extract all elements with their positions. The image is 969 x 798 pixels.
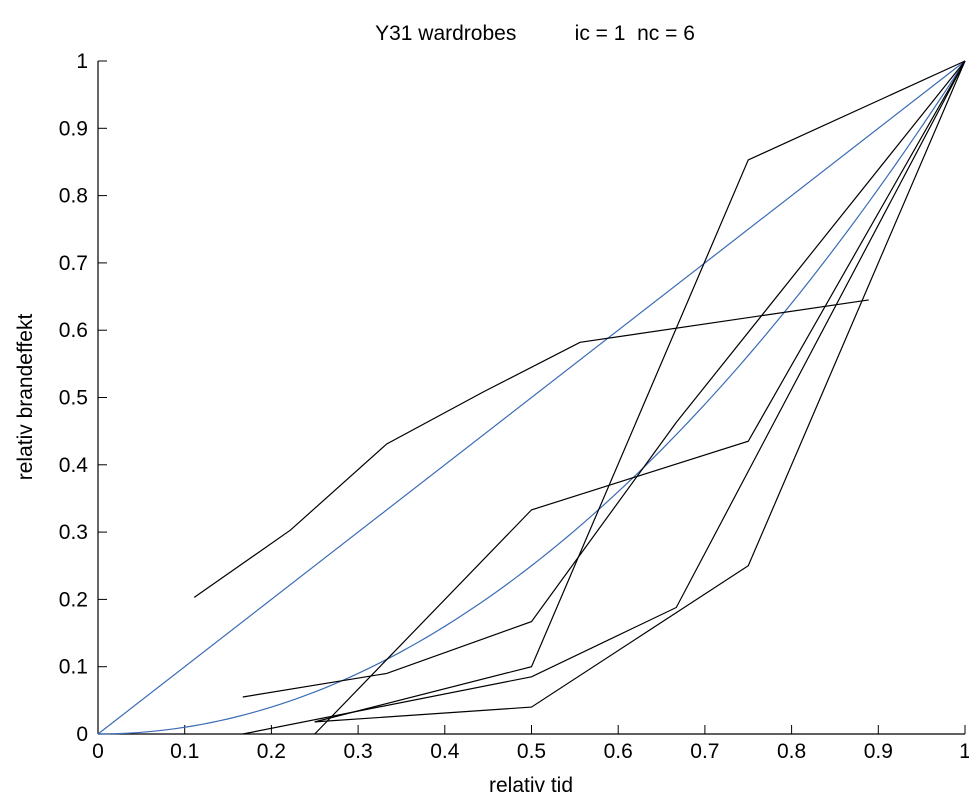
reference-curve-linear	[97, 60, 966, 735]
y-axis-label: relativ brandeffekt	[14, 314, 37, 481]
plot-area: 0 0.1 0.2 0.3 0.4 0.5 0.6 0.7 0.8 0.9 1 0 0.1 0.2 0.3 0…	[59, 50, 969, 763]
x-tick-label: 0.5	[517, 740, 546, 763]
y-tick-label: 0.2	[59, 588, 88, 611]
x-tick-label: 0.6	[604, 740, 633, 763]
y-tick-label: 0.4	[59, 454, 89, 477]
x-tick-label: 0.8	[777, 740, 806, 763]
x-tick-label: 0	[92, 740, 104, 763]
x-tick-label: 0.7	[690, 740, 719, 763]
series-line-6	[314, 60, 966, 723]
y-tick-label: 0.5	[59, 387, 88, 410]
series-line-2	[242, 60, 966, 698]
chart-title: Y31 wardrobes ic = 1 nc = 6	[375, 22, 695, 45]
y-tick-label: 0.8	[59, 185, 88, 208]
x-tick-label: 0.9	[864, 740, 893, 763]
x-axis-label: relativ tid	[489, 774, 573, 797]
reference-curve-quadratic	[97, 60, 966, 735]
y-tick-label: 1	[76, 50, 88, 73]
y-tick-label: 0.1	[59, 656, 88, 679]
series-line-5	[242, 60, 966, 735]
x-tick-label: 1	[959, 740, 969, 763]
y-tick-label: 0.7	[59, 252, 88, 275]
y-tick-label: 0.6	[59, 319, 88, 342]
x-tick-label: 0.2	[257, 740, 286, 763]
x-tick-label: 0.3	[343, 740, 372, 763]
series-line-4	[314, 60, 966, 723]
y-tick-label: 0	[76, 723, 88, 746]
series-line-1	[193, 299, 869, 598]
x-tick-label: 0.1	[170, 740, 199, 763]
y-tick-label: 0.9	[59, 117, 88, 140]
y-tick-label: 0.3	[59, 521, 88, 544]
x-tick-label: 0.4	[430, 740, 460, 763]
series-line-3	[314, 60, 966, 735]
